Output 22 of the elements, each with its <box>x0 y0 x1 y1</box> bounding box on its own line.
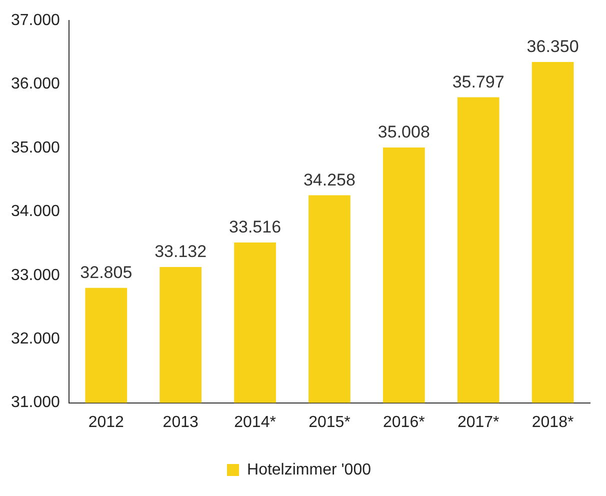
y-tick-label: 34.000 <box>11 203 60 220</box>
x-tick-label: 2015* <box>308 414 350 431</box>
legend-label: Hotelzimmer '000 <box>247 461 372 478</box>
data-label: 33.516 <box>229 218 282 237</box>
data-label: 35.008 <box>378 122 430 142</box>
y-tick-label: 32.000 <box>11 330 60 348</box>
x-tick-label: 2016* <box>382 414 425 431</box>
x-tick-label: 2017* <box>457 414 500 431</box>
data-label: 35.797 <box>452 72 504 92</box>
y-tick-label: 36.000 <box>11 76 60 93</box>
x-tick-label: 2018* <box>532 414 574 431</box>
y-tick-label: 33.000 <box>11 266 60 284</box>
y-tick-label: 31.000 <box>11 394 60 412</box>
data-label: 34.258 <box>303 170 356 190</box>
data-label: 33.132 <box>154 242 207 262</box>
data-label: 32.805 <box>80 263 132 282</box>
x-tick-label: 2012 <box>88 414 124 431</box>
y-tick-label: 37.000 <box>11 12 60 30</box>
x-tick-label: 2013 <box>162 414 198 431</box>
y-tick-label: 35.000 <box>11 139 60 156</box>
x-tick-label: 2014* <box>234 414 276 431</box>
data-label: 36.350 <box>526 37 579 56</box>
